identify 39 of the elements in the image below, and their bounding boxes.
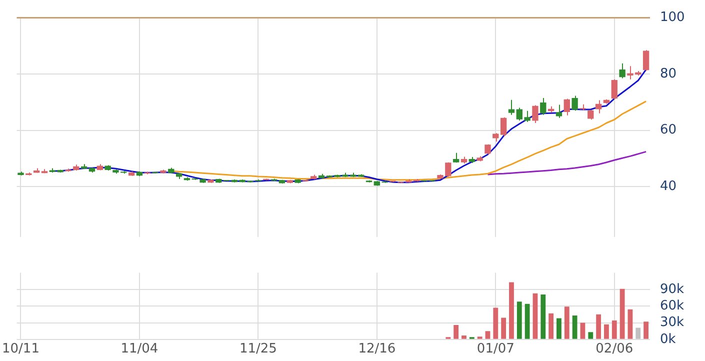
bar: [485, 331, 490, 339]
x-tick-label: 11/04: [120, 342, 158, 357]
bar: [548, 313, 554, 339]
y-tick-label: 90k: [660, 282, 685, 297]
bar: [564, 306, 570, 339]
bar: [636, 328, 641, 339]
y-tick-label: 80: [660, 66, 677, 82]
x-tick-label: 01/07: [476, 342, 514, 357]
bar: [604, 324, 609, 339]
x-tick-label: 12/16: [358, 342, 396, 357]
bar: [493, 308, 498, 339]
bar: [462, 336, 466, 339]
bar: [644, 322, 648, 339]
y-tick-label: 60k: [660, 298, 685, 314]
y-tick-label: 0k: [660, 332, 676, 347]
bar: [454, 324, 459, 339]
bar: [628, 309, 633, 339]
y-tick-label: 60: [660, 122, 677, 138]
bar: [524, 304, 530, 339]
bar: [556, 318, 562, 339]
bar: [620, 288, 625, 339]
bar: [612, 320, 617, 339]
bar: [540, 294, 546, 339]
bar: [596, 314, 602, 339]
bar: [588, 332, 594, 339]
bar: [532, 293, 538, 339]
bar: [509, 282, 514, 339]
bar: [580, 322, 586, 339]
x-tick-label: 02/06: [596, 342, 634, 357]
y-tick-label: 30k: [660, 315, 685, 330]
y-tick-label: 100: [660, 10, 685, 26]
candlestick: [572, 95, 578, 112]
y-tick-label: 40: [660, 178, 677, 194]
bar: [516, 302, 522, 339]
bar: [572, 316, 578, 339]
x-tick-label: 10/11: [2, 342, 40, 357]
bar: [501, 318, 506, 339]
x-tick-label: 11/25: [239, 342, 277, 357]
candlestick: [160, 169, 166, 174]
